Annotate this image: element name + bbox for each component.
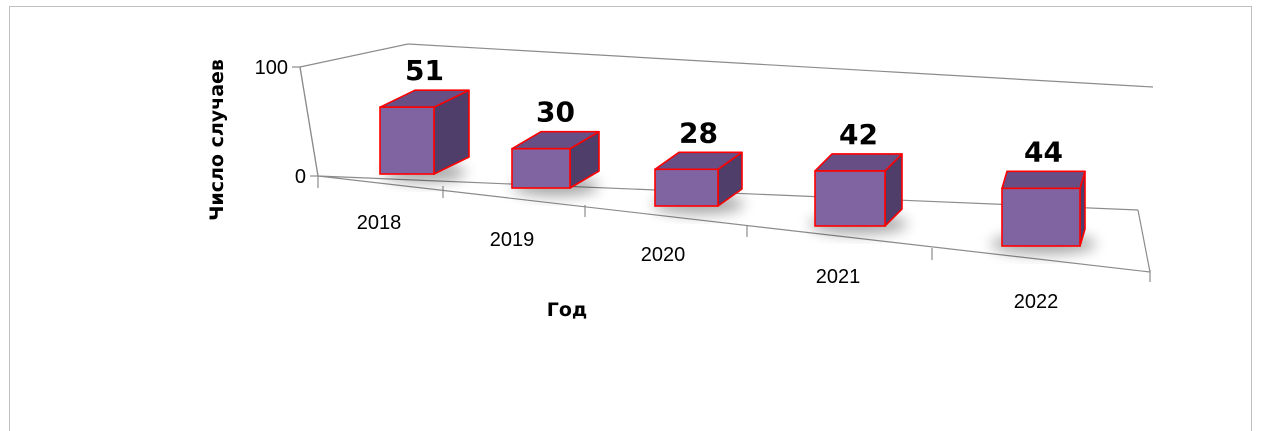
x-tick-label: 2021 bbox=[816, 266, 861, 288]
x-axis-ticks: 2018 2019 2020 2021 2022 bbox=[317, 176, 1151, 313]
data-label: 44 bbox=[1024, 135, 1063, 168]
bar-2018: 51 bbox=[379, 54, 470, 182]
x-tick-label: 2020 bbox=[641, 244, 686, 266]
chart-area bbox=[9, 6, 1252, 431]
back-wall-top-edge-right bbox=[407, 43, 1154, 88]
bar-front-face bbox=[1001, 187, 1081, 247]
data-label: 51 bbox=[405, 54, 444, 87]
x-tick-label: 2022 bbox=[1014, 291, 1059, 313]
data-label: 42 bbox=[839, 118, 878, 151]
x-axis-title: Год bbox=[547, 299, 588, 321]
x-axis-line bbox=[317, 175, 1151, 273]
floor-right-edge bbox=[1137, 209, 1151, 273]
x-tick-label: 2019 bbox=[490, 229, 535, 251]
bar-front-face bbox=[814, 170, 886, 227]
data-label: 28 bbox=[679, 116, 718, 149]
y-axis-ticks: 0 100 bbox=[255, 57, 318, 188]
bars: 51 30 28 42 44 bbox=[379, 54, 1097, 254]
y-tick-label: 0 bbox=[295, 166, 306, 188]
bar-2021: 42 bbox=[809, 118, 908, 234]
y-axis-line bbox=[299, 66, 319, 177]
back-wall-top-edge bbox=[299, 43, 409, 68]
bar-front-face bbox=[379, 106, 435, 175]
bar-front-face bbox=[511, 147, 571, 189]
bar-front-face bbox=[654, 168, 719, 207]
bar-2019: 30 bbox=[511, 96, 600, 196]
bar-2022: 44 bbox=[990, 135, 1097, 254]
bar-top-face bbox=[1001, 170, 1086, 190]
x-tick-label: 2018 bbox=[357, 212, 402, 234]
bar-2020: 28 bbox=[653, 116, 744, 214]
data-label: 30 bbox=[536, 96, 575, 129]
y-axis-title: Число случаев bbox=[206, 59, 228, 221]
y-tick-label: 100 bbox=[255, 57, 288, 79]
